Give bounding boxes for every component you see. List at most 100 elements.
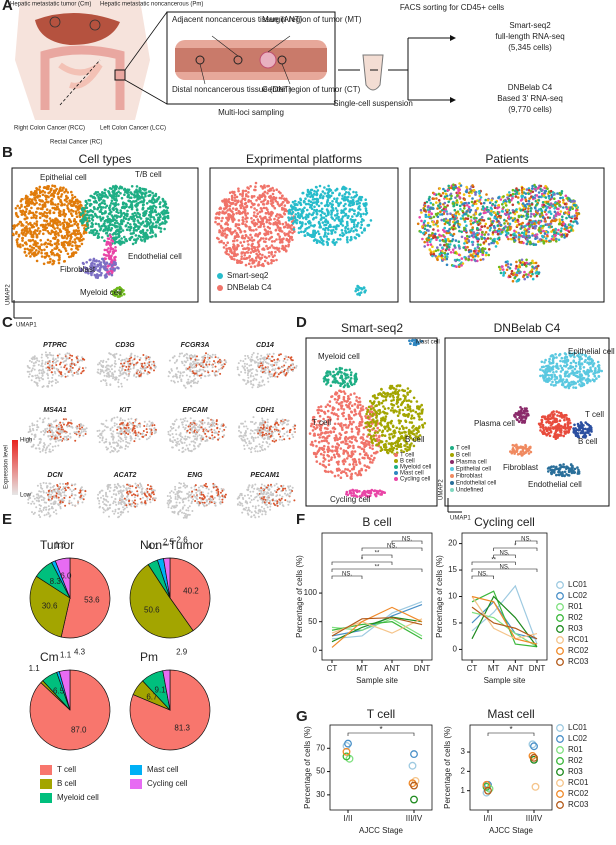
umap-dot	[517, 279, 520, 283]
umap-dot	[38, 369, 40, 372]
umap-dot	[332, 209, 335, 212]
umap-dot	[226, 209, 229, 212]
umap-dot	[86, 223, 89, 227]
umap-dot	[117, 203, 120, 206]
umap-dot	[39, 224, 43, 227]
umap-dot	[141, 191, 144, 195]
umap-dot	[105, 248, 108, 252]
umap-dot	[225, 200, 228, 204]
umap-dot	[67, 222, 71, 226]
umap-dot	[541, 216, 545, 219]
umap-dot	[544, 184, 547, 188]
umap-dot	[173, 361, 176, 364]
umap-dot	[474, 254, 477, 258]
umap-dot	[457, 240, 461, 243]
umap-dot	[41, 374, 44, 377]
umap-dot	[471, 226, 475, 229]
umap-dot	[531, 184, 534, 188]
umap-dot	[53, 247, 56, 250]
umap-dot	[237, 187, 240, 190]
umap-dot	[455, 203, 459, 206]
umap-dot	[63, 218, 66, 222]
umap-dot	[463, 202, 467, 205]
umap-dot	[251, 221, 254, 225]
umap-dot	[21, 228, 25, 232]
umap-dot	[121, 365, 124, 368]
umap-dot	[114, 246, 117, 249]
umap-dot	[452, 188, 456, 191]
umap-dot	[467, 255, 471, 258]
umap-dot	[443, 243, 446, 247]
umap-dot	[531, 225, 534, 228]
umap-dot	[264, 240, 267, 244]
umap-dot	[85, 261, 88, 264]
umap-dot	[248, 256, 251, 259]
umap-dot	[468, 187, 472, 191]
umap-dot	[542, 194, 546, 197]
umap-dot	[346, 236, 349, 239]
umap-dot	[535, 194, 539, 197]
umap-dot	[43, 211, 46, 214]
umap-dot	[48, 211, 51, 214]
umap-dot	[129, 368, 132, 370]
umap-dot	[476, 245, 480, 249]
umap-dot	[21, 236, 25, 240]
umap-dot	[296, 211, 300, 215]
umap-dot	[466, 217, 470, 220]
umap-dot	[67, 208, 70, 211]
umap-dot	[474, 259, 477, 263]
umap-dot	[121, 359, 124, 362]
umap-dot	[124, 369, 127, 371]
umap-dot	[477, 223, 480, 226]
umap-dot	[178, 355, 181, 358]
umap-dot	[159, 222, 163, 226]
umap-dot	[109, 370, 112, 373]
umap-dot	[325, 240, 329, 244]
umap-dot	[105, 384, 108, 387]
umap-dot	[270, 261, 273, 265]
umap-dot	[568, 223, 572, 226]
umap-dot	[119, 372, 122, 375]
umap-dot	[511, 203, 515, 207]
umap-dot	[267, 251, 271, 254]
umap-dot	[35, 253, 38, 257]
umap-dot	[483, 233, 487, 236]
umap-dot	[294, 208, 298, 212]
umap-dot	[94, 213, 97, 217]
umap-dot	[52, 225, 55, 229]
umap-dot	[271, 204, 274, 207]
umap-dot	[65, 368, 68, 371]
umap-dot	[46, 360, 49, 363]
umap-dot	[147, 356, 150, 359]
umap-dot	[484, 253, 488, 257]
umap-dot	[45, 251, 49, 255]
umap-dot	[325, 208, 329, 211]
umap-dot	[243, 210, 247, 213]
umap-dot	[348, 230, 352, 234]
umap-dot	[256, 212, 260, 215]
umap-dot	[44, 363, 47, 366]
umap-dot	[67, 255, 71, 259]
umap-dot	[480, 225, 484, 228]
umap-dot	[562, 206, 565, 209]
umap-dot	[200, 374, 203, 377]
umap-dot	[254, 249, 257, 253]
umap-dot	[534, 271, 538, 275]
umap-dot	[501, 210, 505, 213]
umap-dot	[501, 230, 504, 234]
umap-dot	[92, 233, 96, 237]
umap-dot	[67, 230, 71, 234]
umap-dot	[516, 196, 520, 199]
umap-dot	[216, 222, 219, 226]
umap-dot	[78, 368, 81, 371]
umap-dot	[535, 267, 539, 270]
umap-dot	[283, 209, 287, 213]
umap-dot	[544, 237, 548, 240]
umap-dot	[518, 233, 521, 237]
umap-dot	[119, 220, 123, 223]
umap-dot	[58, 230, 62, 233]
umap-dot	[526, 275, 529, 279]
umap-dot	[23, 229, 27, 232]
umap-dot	[98, 225, 101, 228]
umap-dot	[537, 264, 540, 268]
